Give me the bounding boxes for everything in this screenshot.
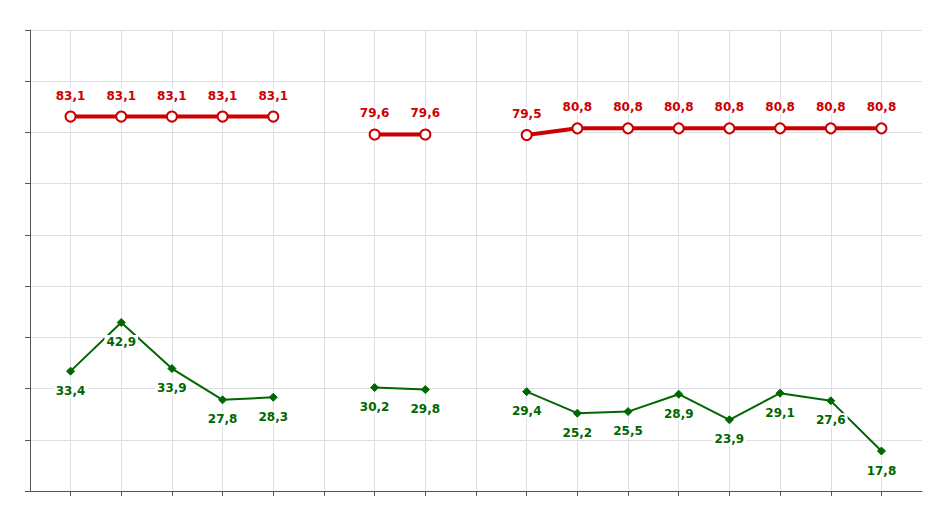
- svg-text:80,8: 80,8: [765, 100, 795, 114]
- svg-text:28,3: 28,3: [258, 410, 288, 424]
- svg-text:80,8: 80,8: [664, 100, 694, 114]
- svg-text:79,5: 79,5: [512, 107, 542, 121]
- svg-text:28,9: 28,9: [664, 407, 694, 421]
- svg-text:80,8: 80,8: [563, 100, 593, 114]
- svg-text:80,8: 80,8: [816, 100, 846, 114]
- svg-text:29,4: 29,4: [512, 404, 542, 418]
- svg-text:33,9: 33,9: [157, 381, 187, 395]
- svg-text:42,9: 42,9: [106, 335, 136, 349]
- svg-text:30,2: 30,2: [360, 400, 390, 414]
- svg-text:83,1: 83,1: [258, 89, 288, 103]
- svg-text:29,8: 29,8: [411, 402, 441, 416]
- svg-text:25,2: 25,2: [563, 426, 593, 440]
- svg-text:80,8: 80,8: [715, 100, 745, 114]
- svg-text:83,1: 83,1: [157, 89, 187, 103]
- svg-text:79,6: 79,6: [360, 106, 390, 120]
- svg-text:80,8: 80,8: [613, 100, 643, 114]
- svg-text:17,8: 17,8: [867, 464, 897, 478]
- svg-text:33,4: 33,4: [56, 384, 86, 398]
- svg-text:80,8: 80,8: [867, 100, 897, 114]
- svg-text:27,8: 27,8: [208, 412, 238, 426]
- svg-text:83,1: 83,1: [106, 89, 136, 103]
- svg-text:83,1: 83,1: [56, 89, 86, 103]
- svg-text:29,1: 29,1: [765, 406, 795, 420]
- svg-text:25,5: 25,5: [613, 424, 643, 438]
- svg-text:83,1: 83,1: [208, 89, 238, 103]
- svg-text:79,6: 79,6: [411, 106, 441, 120]
- svg-text:27,6: 27,6: [816, 413, 846, 427]
- svg-text:23,9: 23,9: [715, 432, 745, 446]
